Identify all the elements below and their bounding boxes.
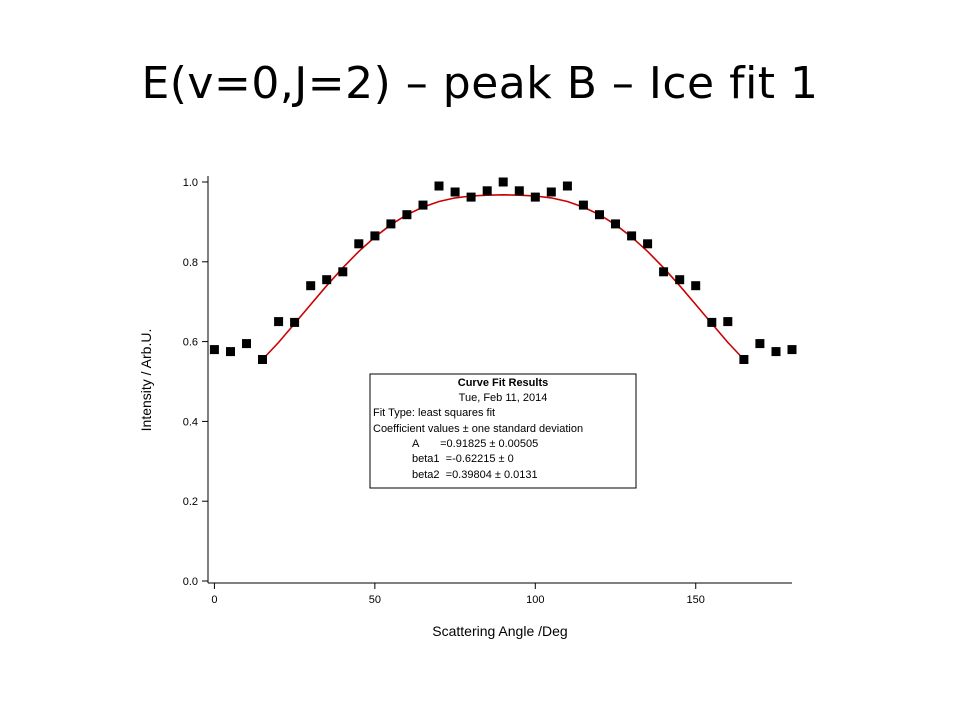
data-point	[611, 219, 620, 229]
fit-date: Tue, Feb 11, 2014	[459, 392, 548, 404]
curve-fit-results-box: Curve Fit Results Tue, Feb 11, 2014 Fit …	[369, 373, 637, 489]
x-tick-label: 100	[526, 594, 544, 606]
data-point	[530, 192, 540, 202]
x-tick-label: 150	[687, 594, 705, 606]
data-point	[402, 210, 412, 220]
fit-title: Curve Fit Results	[458, 377, 548, 389]
data-point	[771, 347, 781, 357]
data-point	[739, 355, 749, 364]
data-point	[643, 239, 653, 249]
data-point	[562, 181, 572, 191]
y-tick-label: 0.0	[183, 576, 198, 588]
fit-coefficient-header: Coefficient values ± one standard deviat…	[373, 423, 583, 435]
y-axis-label: Intensity / Arb.U.	[138, 329, 154, 432]
data-point	[434, 181, 444, 191]
y-tick-label: 1.0	[183, 177, 198, 189]
data-point	[755, 339, 765, 349]
y-tick-label: 0.4	[183, 416, 198, 428]
y-tick-label: 0.8	[183, 257, 198, 269]
slide-title: E(v=0,J=2) – peak B – Ice fit 1	[141, 58, 819, 109]
data-point	[659, 267, 669, 277]
data-point	[675, 275, 685, 285]
x-axis-label: Scattering Angle /Deg	[432, 623, 567, 639]
data-point	[466, 192, 476, 202]
data-point	[242, 339, 251, 349]
data-point	[691, 281, 701, 291]
data-point	[482, 186, 492, 196]
data-point	[274, 317, 284, 327]
data-point	[707, 317, 717, 327]
x-tick-label: 0	[211, 594, 217, 606]
data-point	[546, 187, 556, 197]
data-point	[595, 210, 604, 220]
y-tick-label: 0.2	[183, 496, 198, 508]
data-point	[386, 219, 396, 229]
y-tick-label: 0.6	[183, 337, 198, 349]
data-point	[306, 281, 316, 291]
fit-coefficient-a: A =0.91825 ± 0.00505	[412, 438, 538, 450]
fit-type: Fit Type: least squares fit	[373, 407, 495, 419]
fit-curve	[261, 193, 745, 361]
data-point	[370, 231, 380, 241]
data-point	[290, 317, 300, 327]
data-point	[723, 317, 733, 327]
data-point	[787, 345, 797, 355]
data-point	[354, 239, 364, 249]
data-point	[514, 186, 524, 196]
data-point	[226, 347, 235, 357]
data-point	[627, 231, 637, 241]
data-point	[578, 200, 588, 210]
data-point	[258, 355, 267, 364]
x-tick-label: 50	[369, 594, 381, 606]
data-point	[322, 275, 332, 285]
data-point	[338, 267, 348, 277]
data-point	[209, 345, 219, 355]
fit-coefficient-beta1: beta1 =-0.62215 ± 0	[412, 453, 514, 465]
data-point	[498, 177, 508, 187]
data-point	[450, 187, 460, 197]
fit-coefficient-beta2: beta2 =0.39804 ± 0.0131	[412, 469, 538, 481]
data-point	[418, 200, 428, 210]
